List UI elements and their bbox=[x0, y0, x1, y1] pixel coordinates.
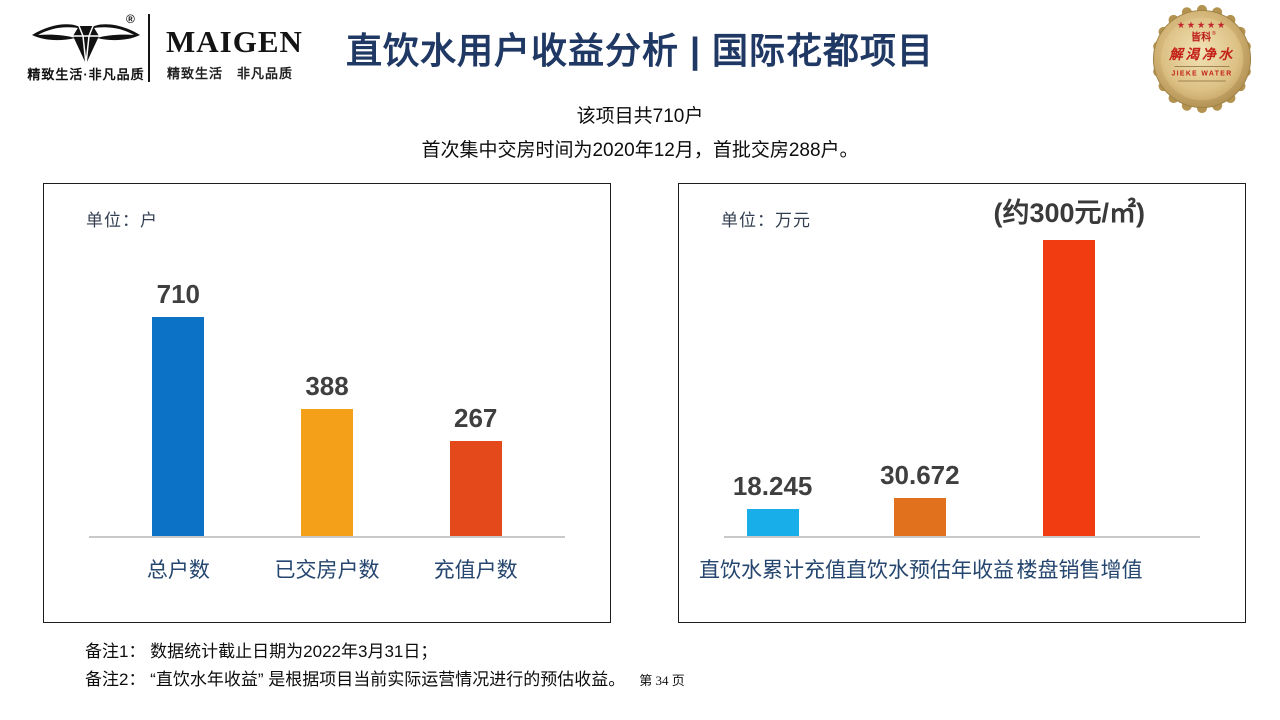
bar-group: 710 bbox=[104, 279, 253, 536]
footnote-1: 备注1： 数据统计截止日期为2022年3月31日； bbox=[85, 642, 438, 661]
intro-line-1: 该项目共710户 bbox=[576, 106, 704, 127]
bar bbox=[301, 409, 353, 536]
footnote-2: 备注2： “直饮水年收益” 是根据项目当前实际运营情况进行的预估收益。 bbox=[85, 670, 626, 689]
jieke-bottle-cap-badge: ★★★★★ 皆科 ® 解渴净水 JIEKE WATER bbox=[1152, 4, 1252, 114]
unit-label-households: 单位：户 bbox=[86, 211, 158, 230]
category-labels: 直饮水累计充值 直饮水预估年收益 楼盘销售增值 bbox=[699, 554, 1145, 584]
households-chart-panel: 单位：户 710 388 267 总户数 已交房户数 充值户数 bbox=[43, 183, 611, 623]
bar-value-label: 30.672 bbox=[880, 460, 960, 490]
bar-value-label: 267 bbox=[453, 403, 498, 433]
badge-brand: 皆科 bbox=[1191, 31, 1211, 44]
registered-mark: ® bbox=[126, 12, 135, 26]
footnote-2-row: 备注2： “直饮水年收益” 是根据项目当前实际运营情况进行的预估收益。第 34 … bbox=[85, 665, 685, 690]
bar-group: 18.245 bbox=[699, 471, 846, 536]
badge-registered: ® bbox=[1212, 30, 1216, 37]
bars-container: 18.245 30.672 (约300元/㎡) bbox=[699, 191, 1145, 536]
category-label: 总户数 bbox=[146, 559, 210, 582]
bar bbox=[1043, 240, 1096, 536]
category-label: 直饮水预估年收益 bbox=[846, 559, 1014, 582]
x-axis-line bbox=[89, 536, 565, 538]
unit-label-revenue: 单位：万元 bbox=[721, 211, 811, 230]
bars-container: 710 388 267 bbox=[104, 279, 550, 536]
left-logo-tagline: 精致生活·非凡品质 bbox=[27, 67, 145, 82]
intro-line-2: 首次集中交房时间为2020年12月，首批交房288户。 bbox=[421, 140, 859, 161]
diamond-wings-logo bbox=[32, 24, 140, 65]
badge-latin: JIEKE WATER bbox=[1171, 71, 1232, 78]
category-label: 楼盘销售增值 bbox=[1016, 559, 1143, 582]
page-title: 直饮水用户收益分析 | 国际花都项目 bbox=[345, 30, 935, 71]
category-label: 已交房户数 bbox=[274, 559, 380, 582]
bar bbox=[746, 509, 799, 536]
bar-group: 30.672 bbox=[846, 460, 993, 536]
revenue-chart-panel: 单位：万元 18.245 30.672 (约300元/㎡) 直饮水累计充值 直饮水预估… bbox=[678, 183, 1246, 623]
bar-value-label: 18.245 bbox=[732, 471, 813, 501]
bar-value-label: (约300元/㎡) bbox=[993, 198, 1146, 228]
bar-group: (约300元/㎡) bbox=[993, 191, 1145, 536]
badge-stars: ★★★★★ bbox=[1177, 20, 1227, 30]
bar bbox=[449, 441, 502, 536]
bar-group: 267 bbox=[401, 403, 550, 536]
badge-name: 解渴净水 bbox=[1168, 47, 1235, 62]
category-labels: 总户数 已交房户数 充值户数 bbox=[104, 554, 550, 584]
bar bbox=[893, 498, 946, 536]
x-axis-line bbox=[724, 536, 1200, 538]
bar-value-label: 388 bbox=[305, 371, 349, 401]
page-number: 第 34 页 bbox=[639, 673, 685, 688]
bar bbox=[152, 317, 205, 536]
maigen-tagline: 精致生活 非凡品质 bbox=[167, 66, 294, 81]
maigen-wordmark: MAIGEN bbox=[166, 24, 303, 59]
bar-value-label: 710 bbox=[156, 279, 201, 309]
category-label: 直饮水累计充值 bbox=[699, 559, 846, 582]
logo-divider bbox=[148, 14, 150, 82]
category-label: 充值户数 bbox=[433, 559, 518, 582]
bar-group: 388 bbox=[253, 371, 402, 536]
